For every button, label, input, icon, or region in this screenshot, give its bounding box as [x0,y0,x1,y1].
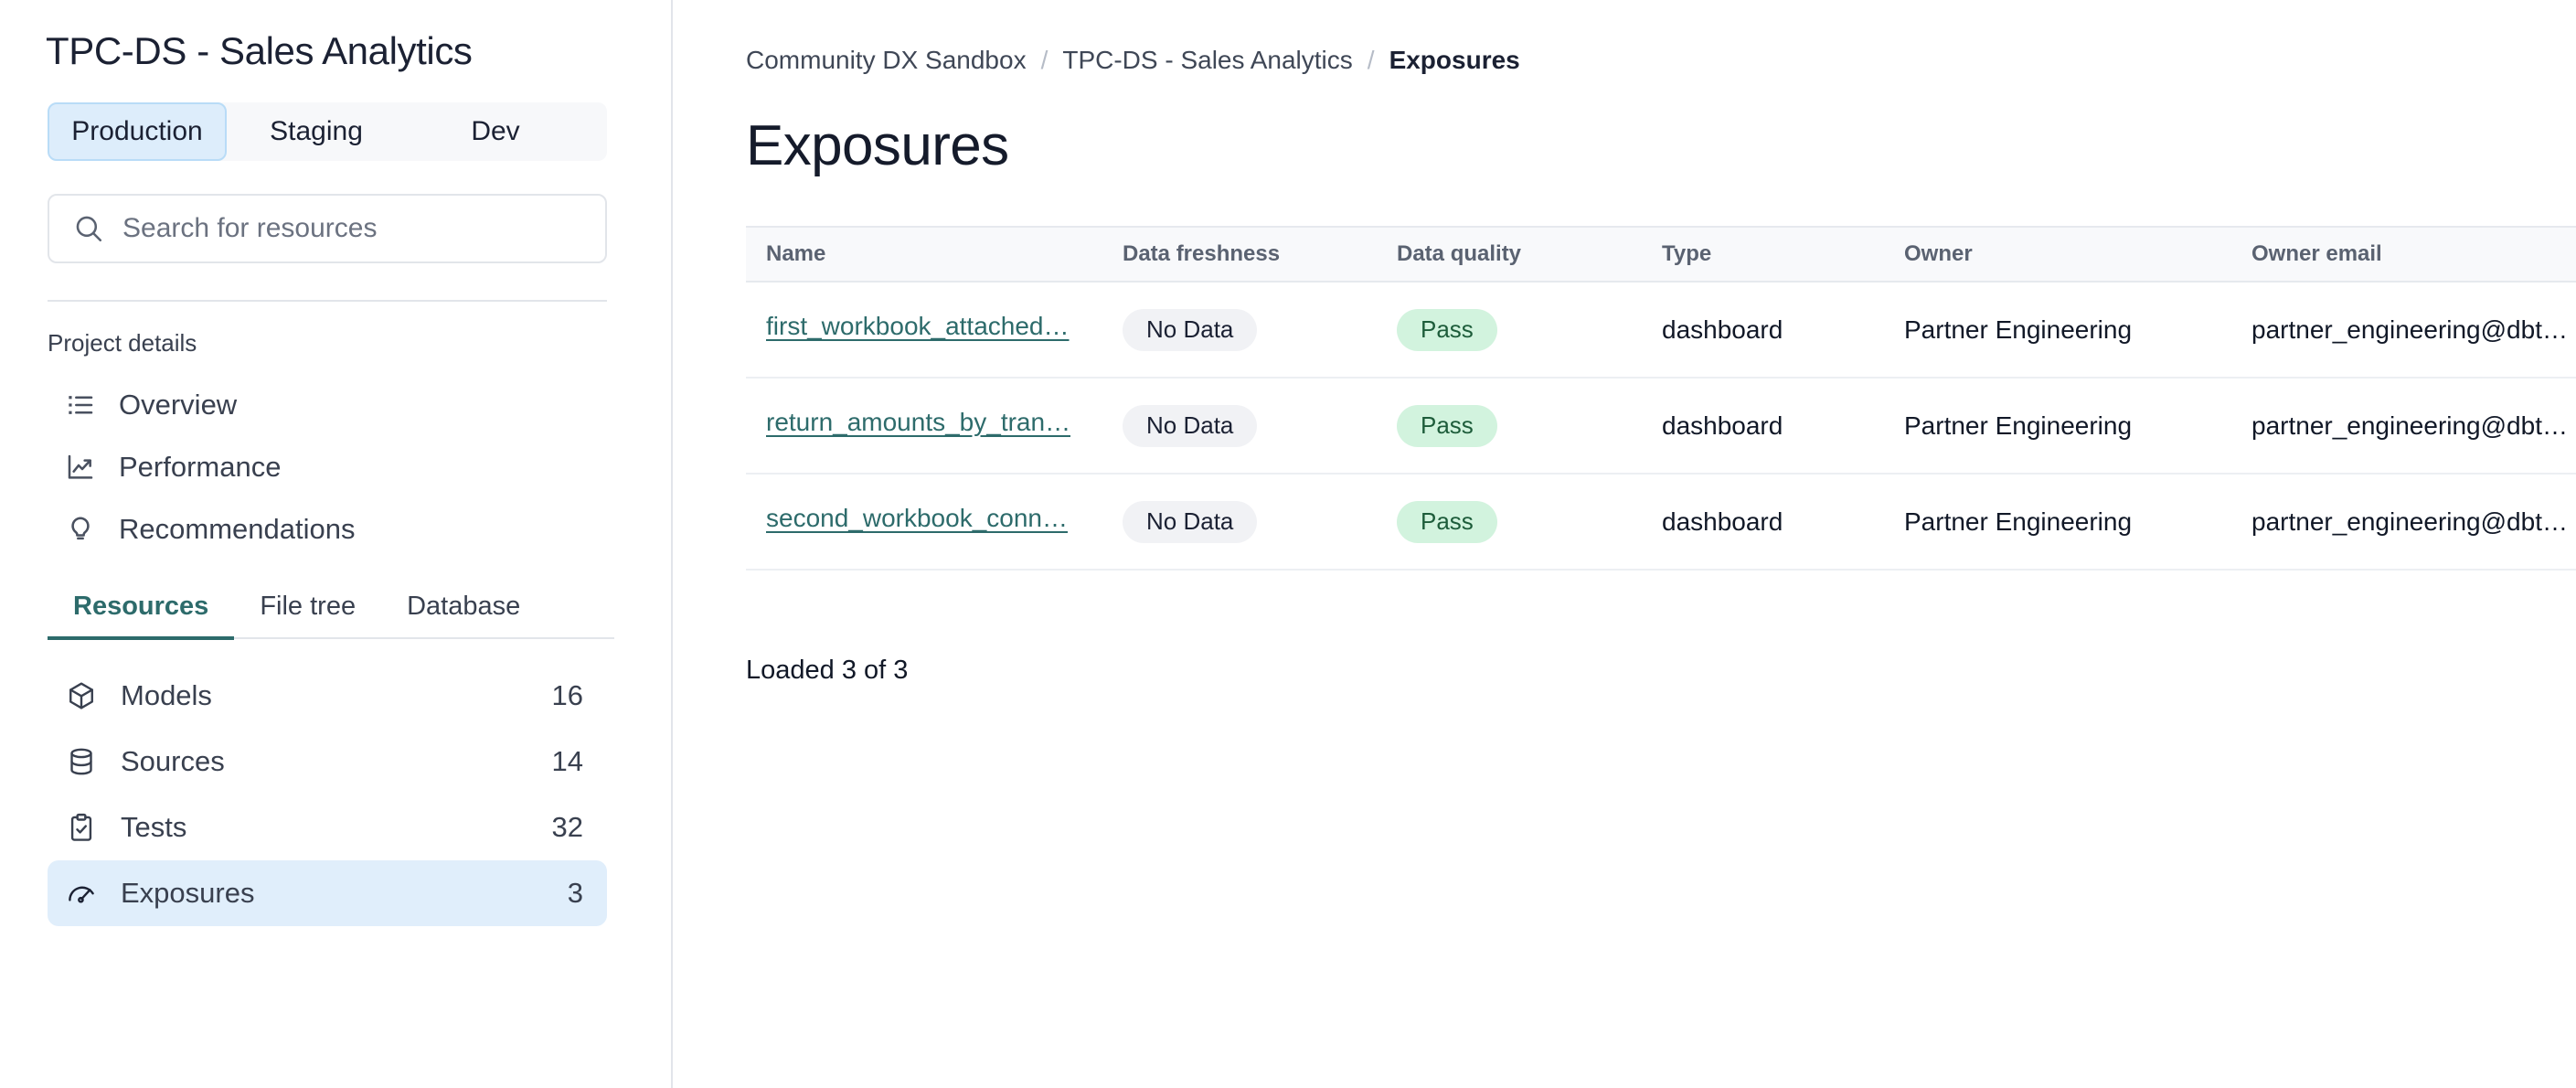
column-header-name[interactable]: Name [766,241,826,266]
cell-owner: Partner Engineering [1904,411,2133,440]
status-badge: No Data [1123,308,1258,351]
exposures-table: Name Data freshness Data quality Type Ow… [746,226,2576,571]
list-icon [64,389,97,421]
column-header-owner[interactable]: Owner [1904,241,1973,266]
owner-email-text: partner_engineering@dbt… [2251,411,2568,440]
sidebar-item-label: Performance [119,451,282,483]
column-header-type[interactable]: Type [1662,241,1712,266]
cell-name: second_workbook_conn… [746,504,1102,539]
cell-owner-email: partner_engineering@dbt… [2231,507,2576,537]
status-badge: Pass [1397,404,1497,447]
breadcrumb-item-project[interactable]: TPC-DS - Sales Analytics [1062,46,1353,74]
resource-item-models[interactable]: Models 16 [48,663,607,729]
line-chart-icon [64,451,97,484]
lightbulb-icon [64,513,97,546]
cell-data-quality: Pass [1377,404,1642,447]
sidebar: TPC-DS - Sales Analytics Production Stag… [0,0,673,1088]
status-badge: Pass [1397,308,1497,351]
project-title: TPC-DS - Sales Analytics [46,29,473,72]
env-tab-dev[interactable]: Dev [406,102,585,161]
cube-icon [64,678,99,713]
cell-data-quality: Pass [1377,308,1642,351]
status-badge: Pass [1397,500,1497,543]
resource-item-exposures[interactable]: Exposures 3 [48,860,607,926]
sidebar-item-label: Overview [119,389,238,421]
project-nav: Overview Performance [48,374,623,560]
status-badge: No Data [1123,404,1258,447]
cell-owner: Partner Engineering [1904,315,2133,344]
cell-data-freshness: No Data [1102,500,1377,543]
sidebar-item-performance[interactable]: Performance [48,436,623,498]
breadcrumb-separator: / [1040,46,1048,74]
sidebar-item-overview[interactable]: Overview [48,374,623,436]
cell-type: dashboard [1662,411,1783,440]
resource-item-count: 14 [551,745,583,777]
owner-email-text: partner_engineering@dbt… [2251,315,2568,344]
env-tab-staging[interactable]: Staging [227,102,406,161]
cell-owner-email: partner_engineering@dbt… [2231,315,2576,345]
resource-tabs: Resources File tree Database [48,592,614,640]
table-row: second_workbook_conn… No Data Pass dashb… [746,475,2576,571]
resource-item-label: Tests [121,811,187,843]
resource-item-label: Models [121,679,212,711]
database-icon [64,744,99,779]
resource-item-label: Sources [121,745,225,777]
tab-database[interactable]: Database [381,592,546,640]
cell-name: first_workbook_attached… [746,312,1102,347]
resource-item-count: 16 [551,679,583,711]
tab-file-tree[interactable]: File tree [234,592,381,640]
table-footer: Loaded 3 of 3 Show: 10 Rows [746,636,2576,704]
breadcrumb-item-current: Exposures [1389,46,1520,74]
cell-owner-email: partner_engineering@dbt… [2231,411,2576,441]
sidebar-item-label: Recommendations [119,513,356,545]
cell-name: return_amounts_by_tran… [746,408,1102,443]
loaded-count-text: Loaded 3 of 3 [746,655,909,685]
environment-tabs: Production Staging Dev [48,102,607,161]
cell-type: dashboard [1662,315,1783,344]
sidebar-item-recommendations[interactable]: Recommendations [48,498,623,560]
column-header-data-quality[interactable]: Data quality [1397,241,1522,266]
env-tab-production[interactable]: Production [48,102,227,161]
cell-data-quality: Pass [1377,500,1642,543]
search-box[interactable] [48,194,607,263]
clipboard-check-icon [64,810,99,845]
cell-owner: Partner Engineering [1904,507,2133,536]
owner-email-text: partner_engineering@dbt… [2251,507,2568,536]
project-details-label: Project details [48,329,197,357]
resource-item-tests[interactable]: Tests 32 [48,795,607,860]
exposure-name-link[interactable]: first_workbook_attached… [766,312,1070,340]
exposure-name-link[interactable]: second_workbook_conn… [766,504,1068,532]
breadcrumb-item-org[interactable]: Community DX Sandbox [746,46,1027,74]
resource-item-sources[interactable]: Sources 14 [48,729,607,795]
tab-resources[interactable]: Resources [48,592,235,640]
main-content: Community DX Sandbox / TPC-DS - Sales An… [673,0,2576,1088]
resource-item-count: 32 [551,811,583,843]
gauge-icon [64,876,99,911]
column-header-owner-email[interactable]: Owner email [2251,241,2382,266]
search-icon [73,213,104,244]
status-badge: No Data [1123,500,1258,543]
column-header-data-freshness[interactable]: Data freshness [1123,241,1281,266]
resource-item-label: Exposures [121,877,255,909]
cell-data-freshness: No Data [1102,308,1377,351]
resource-list: Models 16 Sources 14 [48,663,623,926]
table-row: return_amounts_by_tran… No Data Pass das… [746,379,2576,475]
resource-item-count: 3 [567,877,583,909]
sidebar-divider [48,300,607,302]
breadcrumb-separator: / [1367,46,1375,74]
search-input[interactable] [122,196,581,261]
breadcrumb: Community DX Sandbox / TPC-DS - Sales An… [746,46,2576,75]
table-header-row: Name Data freshness Data quality Type Ow… [746,226,2576,283]
exposure-name-link[interactable]: return_amounts_by_tran… [766,408,1071,436]
page-title: Exposures [746,114,1009,177]
cell-type: dashboard [1662,507,1783,536]
table-row: first_workbook_attached… No Data Pass da… [746,283,2576,379]
cell-data-freshness: No Data [1102,404,1377,447]
